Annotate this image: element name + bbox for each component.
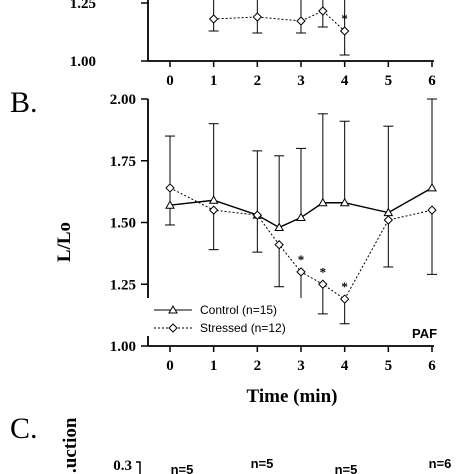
y-axis-title: L/Lo [54, 222, 75, 262]
panel-a-series-line [213, 10, 346, 32]
significance-star: * [298, 252, 305, 267]
panel-a-y-tick-1-00: 1.00 [70, 54, 96, 70]
panel-a-x-tick-label: 0 [166, 73, 174, 89]
data-point-stressed [165, 183, 175, 193]
panel-b-x-tick-label: 3 [297, 358, 305, 374]
legend: Control (n=15) Stressed (n=12) [146, 298, 314, 336]
panel-a-x-tick-label: 2 [254, 73, 262, 89]
panel-c-y-tick-0-3: 0.3 [113, 458, 132, 474]
data-point-stressed [296, 267, 306, 277]
panel-b-x-tick-label: 5 [385, 358, 393, 374]
panel-c-n-label-3: n=5 [335, 462, 358, 474]
panel-b-y-tick-label: 1.25 [110, 277, 136, 293]
panel-a-y-tick-1-25: 1.25 [70, 0, 96, 12]
panel-c-n-label-4: n=6 [429, 456, 452, 471]
panel-b-x-tick-label: 0 [166, 358, 174, 374]
panel-c-axis [136, 461, 141, 474]
panel-b-x-ticks: 0 1 2 3 4 5 6 [166, 346, 436, 374]
panel-b-x-tick-label: 1 [210, 358, 218, 374]
panel-a-data-point [318, 6, 328, 16]
data-point-control [274, 222, 285, 231]
legend-control-label: Control (n=15) [200, 303, 277, 317]
data-point-stressed [318, 279, 328, 289]
panel-b-y-tick-label: 1.00 [110, 339, 136, 355]
data-point-control [208, 195, 219, 204]
panel-b-marks: * * * [147, 98, 437, 347]
data-point-control [339, 197, 350, 207]
panel-b-y-ticks: 1.00 1.25 1.50 1.75 2.00 [110, 92, 148, 355]
panel-a-data-point [339, 26, 350, 36]
significance-star: * [320, 264, 327, 279]
panel-a-x-tick-label: 3 [297, 73, 305, 89]
data-point-stressed [274, 240, 284, 250]
data-point-stressed [208, 205, 219, 215]
panel-c: C. ...uction 0.3 n=5 n=5 n=5 n=6 [10, 412, 451, 474]
panel-b-y-tick-label: 1.75 [110, 154, 136, 170]
data-point-stressed [383, 215, 394, 225]
legend-control-marker [168, 304, 178, 314]
panel-b: B. L/Lo Time (min) 1.001.251.501.752.00 … [10, 86, 437, 407]
panel-a-data-point [296, 16, 306, 26]
panel-a: 1.25 1.00 * 0 1 2 3 4 5 6 [70, 0, 436, 89]
legend-stressed-marker [168, 323, 178, 333]
panel-a-marks: * [141, 0, 434, 62]
paf-label: PAF [412, 326, 437, 341]
panel-a-x-tick-label: 1 [210, 73, 218, 89]
data-point-control [317, 197, 328, 207]
panel-b-label: B. [10, 86, 38, 119]
panel-b-y-tick-label: 1.50 [110, 216, 136, 232]
panel-b-x-tick-label: 4 [341, 358, 349, 374]
data-point-stressed [427, 205, 437, 215]
panel-c-label: C. [10, 412, 38, 445]
data-point-stressed [252, 210, 263, 220]
data-point-control [296, 212, 306, 222]
data-point-control [165, 200, 175, 209]
panel-b-x-tick-label: 6 [428, 358, 436, 374]
panel-a-data-point [252, 12, 263, 22]
data-point-control [427, 182, 437, 192]
panel-a-x-tick-label: 4 [341, 73, 349, 89]
legend-stressed-label: Stressed (n=12) [200, 321, 286, 335]
panel-c-y-axis-title: ...uction [60, 417, 81, 474]
panel-b-x-tick-label: 2 [254, 358, 262, 374]
panel-a-significance-star: * [341, 11, 348, 26]
significance-star: * [341, 279, 348, 294]
data-point-stressed [339, 294, 350, 304]
panel-c-n-label-2: n=5 [251, 456, 274, 471]
panel-a-x-ticks: 0 1 2 3 4 5 6 [166, 61, 436, 89]
panel-a-data-point [208, 14, 219, 24]
panel-a-x-tick-label: 5 [385, 73, 393, 89]
panel-c-n-label-1: n=5 [171, 462, 194, 474]
x-axis-title: Time (min) [247, 386, 338, 407]
panel-a-x-tick-label: 6 [428, 73, 436, 89]
panel-b-y-tick-label: 2.00 [110, 92, 136, 108]
